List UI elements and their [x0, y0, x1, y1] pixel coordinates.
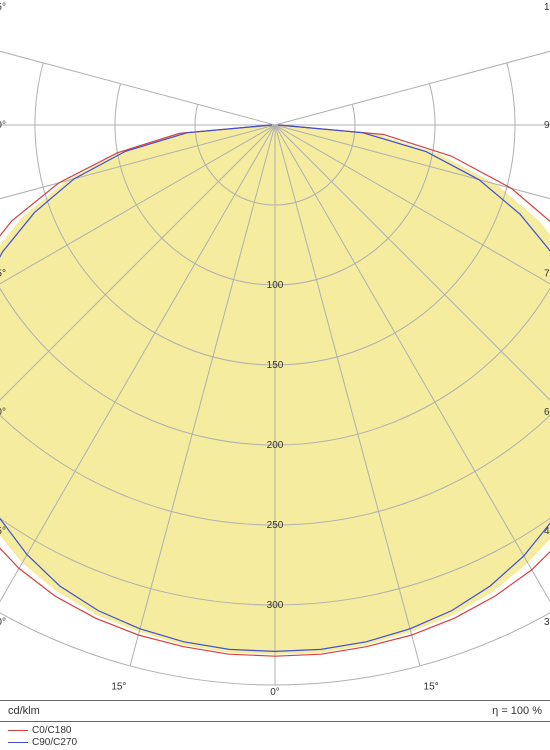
svg-text:150: 150 — [267, 360, 284, 371]
svg-text:100: 100 — [267, 280, 284, 291]
legend-item: C90/C270 — [8, 737, 77, 748]
svg-text:45°: 45° — [0, 526, 6, 537]
svg-text:75°: 75° — [544, 269, 550, 280]
svg-text:60°: 60° — [544, 407, 550, 418]
legend-label: C0/C180 — [32, 725, 71, 736]
svg-text:300: 300 — [267, 600, 284, 611]
svg-text:15°: 15° — [424, 681, 439, 692]
svg-text:60°: 60° — [0, 407, 6, 418]
svg-text:0°: 0° — [270, 687, 280, 698]
legend-swatch — [8, 730, 28, 731]
svg-text:15°: 15° — [111, 681, 126, 692]
legend: C0/C180 C90/C270 — [8, 724, 77, 748]
legend-swatch — [8, 742, 28, 743]
svg-text:30°: 30° — [544, 617, 550, 628]
svg-text:105°: 105° — [544, 2, 550, 13]
legend-item: C0/C180 — [8, 725, 77, 736]
svg-text:105°: 105° — [0, 2, 6, 13]
footer-bar: cd/klm η = 100 % — [0, 700, 550, 722]
unit-label: cd/klm — [8, 705, 40, 717]
svg-text:200: 200 — [267, 440, 284, 451]
efficiency-label: η = 100 % — [492, 705, 542, 717]
chart-container: 100 150 200 250 300 105° 90° 75° 60° 45° 30° 15° 0° 1… — [0, 0, 550, 750]
svg-text:75°: 75° — [0, 269, 6, 280]
svg-text:30°: 30° — [0, 617, 6, 628]
svg-text:90°: 90° — [0, 120, 6, 131]
legend-label: C90/C270 — [32, 737, 77, 748]
polar-chart: 100 150 200 250 300 105° 90° 75° 60° 45° 30° 15° 0° 1… — [0, 0, 550, 700]
svg-text:90°: 90° — [544, 120, 550, 131]
svg-text:250: 250 — [267, 520, 284, 531]
